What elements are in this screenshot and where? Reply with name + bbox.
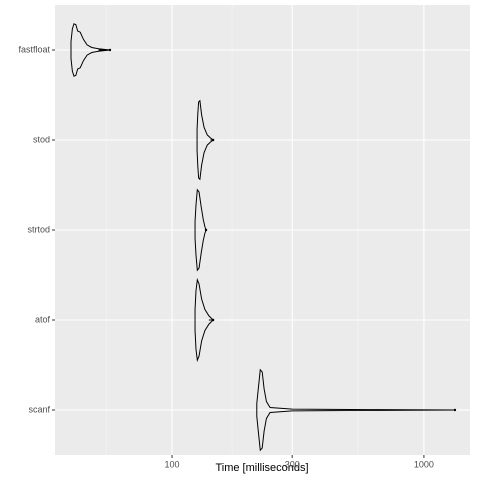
x-tick-label: 1000 — [414, 459, 434, 469]
y-tick-label: fastfloat — [18, 44, 50, 54]
y-tick-label: scanf — [28, 404, 50, 414]
x-tick-label: 300 — [285, 459, 300, 469]
max-point — [108, 48, 112, 52]
violin — [70, 23, 111, 77]
violin — [194, 188, 207, 272]
max-point — [453, 408, 457, 412]
y-tick-label: atof — [35, 314, 51, 324]
y-tick-label: stod — [33, 134, 50, 144]
max-point — [211, 318, 215, 322]
x-tick-label: 100 — [165, 459, 180, 469]
violin — [196, 99, 214, 181]
max-point — [204, 228, 208, 232]
violin — [194, 277, 214, 363]
y-tick-label: strtod — [27, 224, 50, 234]
x-axis-title: Time [milliseconds] — [215, 462, 308, 474]
max-point — [211, 138, 215, 142]
